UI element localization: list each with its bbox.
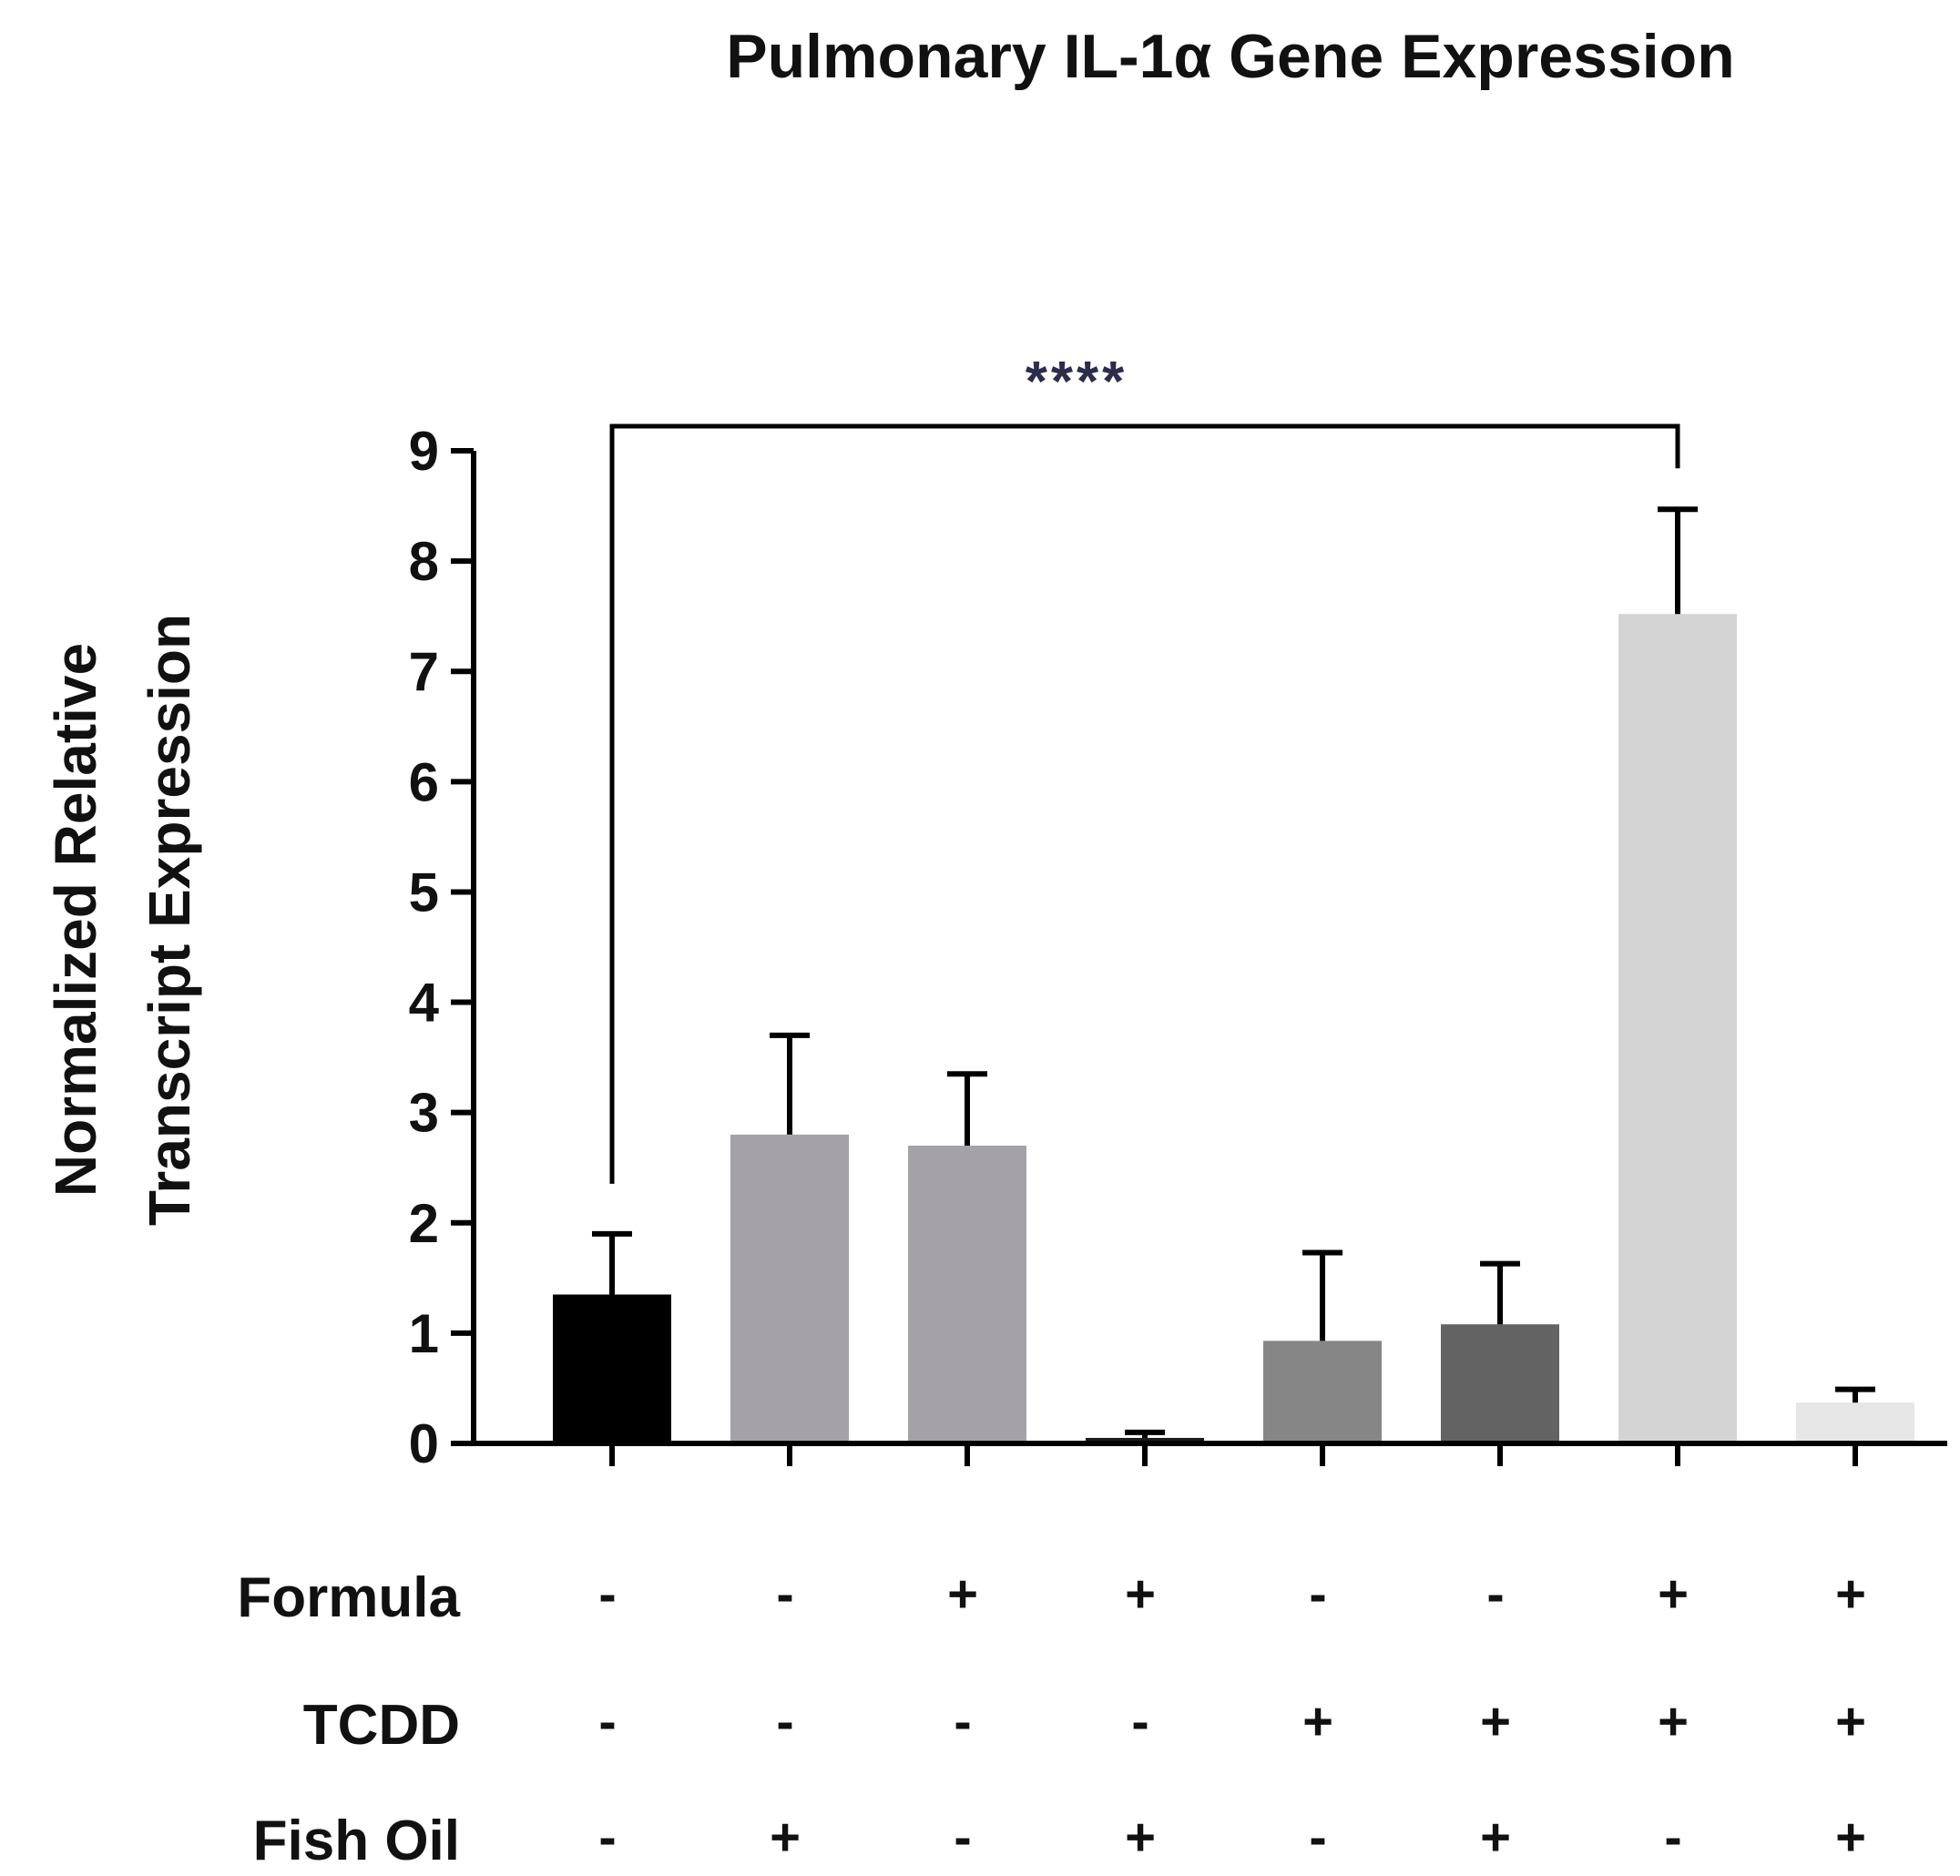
significance-bracket-group: ****: [609, 351, 1680, 1184]
condition-sign-4: +: [1125, 1808, 1156, 1867]
y-tick-label-7: 7: [409, 641, 439, 702]
condition-sign-4: +: [1125, 1565, 1156, 1624]
error-bar-2: [770, 1032, 810, 1135]
condition-sign-5: +: [1302, 1692, 1333, 1751]
condition-sign-1: -: [598, 1565, 616, 1624]
y-tick-label-0: 0: [409, 1413, 439, 1474]
bar-3: [908, 1146, 1026, 1443]
bar-8: [1796, 1402, 1914, 1443]
error-bar-8: [1835, 1386, 1875, 1403]
condition-sign-3: +: [947, 1565, 978, 1624]
error-bar-1: [592, 1230, 632, 1295]
condition-sign-6: -: [1486, 1565, 1504, 1624]
condition-sign-3: -: [954, 1692, 971, 1751]
condition-sign-8: +: [1835, 1692, 1866, 1751]
significance-bracket: [609, 423, 1680, 1184]
condition-row-3: Fish Oil - + - + - + - +: [253, 1808, 1866, 1872]
y-axis-title-line-1: Normalized Relative: [43, 643, 108, 1197]
condition-sign-2: -: [776, 1692, 793, 1751]
error-bar-7: [1658, 506, 1698, 615]
chart-title: Pulmonary IL-1α Gene Expression: [726, 22, 1734, 91]
bar-4: [1086, 1437, 1204, 1443]
bar-2: [730, 1134, 849, 1443]
y-tick-label-6: 6: [409, 751, 439, 812]
y-axis-title: Normalized Relative Transcript Expressio…: [43, 614, 202, 1226]
significance-label: ****: [1026, 351, 1128, 413]
y-tick-label-1: 1: [409, 1303, 439, 1364]
y-tick-label-9: 9: [409, 421, 439, 482]
condition-sign-5: -: [1309, 1808, 1326, 1867]
condition-sign-1: -: [598, 1808, 616, 1867]
condition-sign-8: +: [1835, 1808, 1866, 1867]
error-bar-3: [947, 1071, 987, 1146]
condition-sign-7: +: [1658, 1692, 1689, 1751]
condition-row-2: TCDD - - - - + + + +: [303, 1692, 1866, 1757]
bar-6: [1441, 1324, 1559, 1443]
y-axis-title-line-2: Transcript Expression: [137, 614, 202, 1226]
y-tick-label-5: 5: [409, 862, 439, 923]
condition-sign-5: -: [1309, 1565, 1326, 1624]
bars: [553, 614, 1914, 1443]
y-tick-label-4: 4: [409, 973, 440, 1034]
condition-sign-1: -: [598, 1692, 616, 1751]
condition-sign-2: +: [770, 1808, 801, 1867]
axes: 0 1 2 3 4 5 6 7 8 9: [409, 421, 1947, 1474]
condition-sign-8: +: [1835, 1565, 1866, 1624]
error-bar-6: [1480, 1260, 1520, 1325]
condition-label: Formula: [237, 1566, 460, 1629]
condition-sign-3: -: [954, 1808, 971, 1867]
condition-label: Fish Oil: [253, 1810, 460, 1872]
condition-row-1: Formula - - + + - - + +: [237, 1565, 1866, 1629]
y-tick-label-3: 3: [409, 1083, 439, 1144]
condition-sign-7: +: [1658, 1565, 1689, 1624]
condition-sign-7: -: [1664, 1808, 1681, 1867]
error-bars: [592, 506, 1875, 1438]
error-bar-4: [1125, 1429, 1165, 1438]
condition-sign-2: -: [776, 1565, 793, 1624]
condition-sign-4: -: [1131, 1692, 1148, 1751]
condition-label: TCDD: [303, 1694, 460, 1757]
error-bar-5: [1302, 1249, 1342, 1341]
y-tick-label-8: 8: [409, 531, 439, 592]
bar-1: [553, 1294, 671, 1443]
condition-sign-6: +: [1480, 1808, 1511, 1867]
bar-5: [1263, 1341, 1382, 1443]
condition-table: Formula - - + + - - + + TCDD - - - - + + + + Fish Oil - + - + -…: [237, 1565, 1866, 1872]
condition-sign-6: +: [1480, 1692, 1511, 1751]
bar-7: [1618, 614, 1737, 1443]
y-tick-label-2: 2: [409, 1193, 439, 1254]
